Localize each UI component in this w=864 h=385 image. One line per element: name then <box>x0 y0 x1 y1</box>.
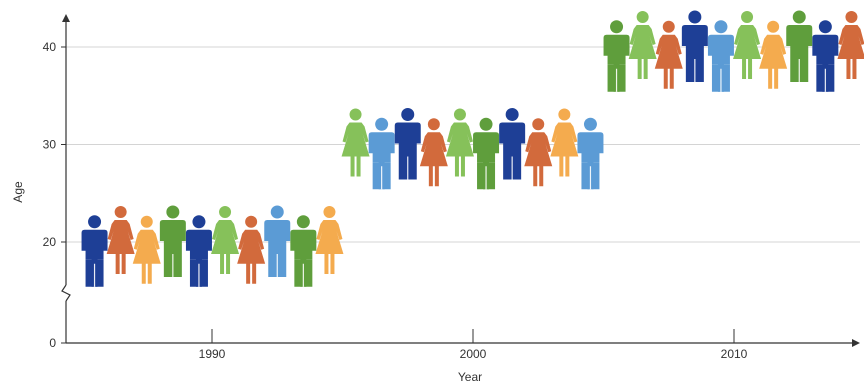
data-marks <box>81 10 864 287</box>
person-man-icon <box>812 20 839 92</box>
person-woman-icon <box>524 118 553 187</box>
y-tick-label: 30 <box>43 138 57 152</box>
person-woman-icon <box>759 20 788 89</box>
person-man-icon <box>577 117 604 190</box>
person-man-icon <box>786 10 813 82</box>
x-tick-label: 1990 <box>199 347 226 361</box>
person-man-icon <box>81 215 108 287</box>
y-tick-label: 40 <box>43 40 57 54</box>
person-man-icon <box>290 215 317 287</box>
person-woman-icon <box>445 108 474 177</box>
y-tick-label: 20 <box>43 235 57 249</box>
person-man-icon <box>159 205 186 277</box>
person-woman-icon <box>654 20 683 89</box>
person-woman-icon <box>132 215 161 284</box>
person-woman-icon <box>419 118 448 187</box>
person-man-icon <box>473 117 500 190</box>
x-tick-label: 2010 <box>721 347 748 361</box>
person-man-icon <box>681 10 708 82</box>
person-man-icon <box>185 215 212 287</box>
person-woman-icon <box>106 206 135 274</box>
person-woman-icon <box>550 108 579 177</box>
person-man-icon <box>394 108 421 180</box>
y-axis-arrow <box>62 14 70 22</box>
x-axis-label: Year <box>458 370 482 384</box>
x-tick-label: 2000 <box>460 347 487 361</box>
person-woman-icon <box>211 206 240 274</box>
axes <box>61 14 860 347</box>
person-woman-icon <box>733 11 762 79</box>
person-man-icon <box>707 20 734 92</box>
person-woman-icon <box>837 11 864 79</box>
tick-labels: 0 20 30 40 1990 2000 2010 <box>43 40 748 361</box>
person-woman-icon <box>315 206 344 274</box>
x-axis-arrow <box>852 339 860 347</box>
y-axis-label: Age <box>11 181 25 203</box>
person-man-icon <box>603 20 630 92</box>
person-man-icon <box>264 205 291 277</box>
person-woman-icon <box>628 11 657 79</box>
person-man-icon <box>499 108 526 180</box>
person-man-icon <box>368 117 395 190</box>
person-woman-icon <box>341 108 370 177</box>
y-tick-label: 0 <box>49 336 56 350</box>
person-woman-icon <box>237 215 266 284</box>
y-axis-break <box>61 284 71 302</box>
